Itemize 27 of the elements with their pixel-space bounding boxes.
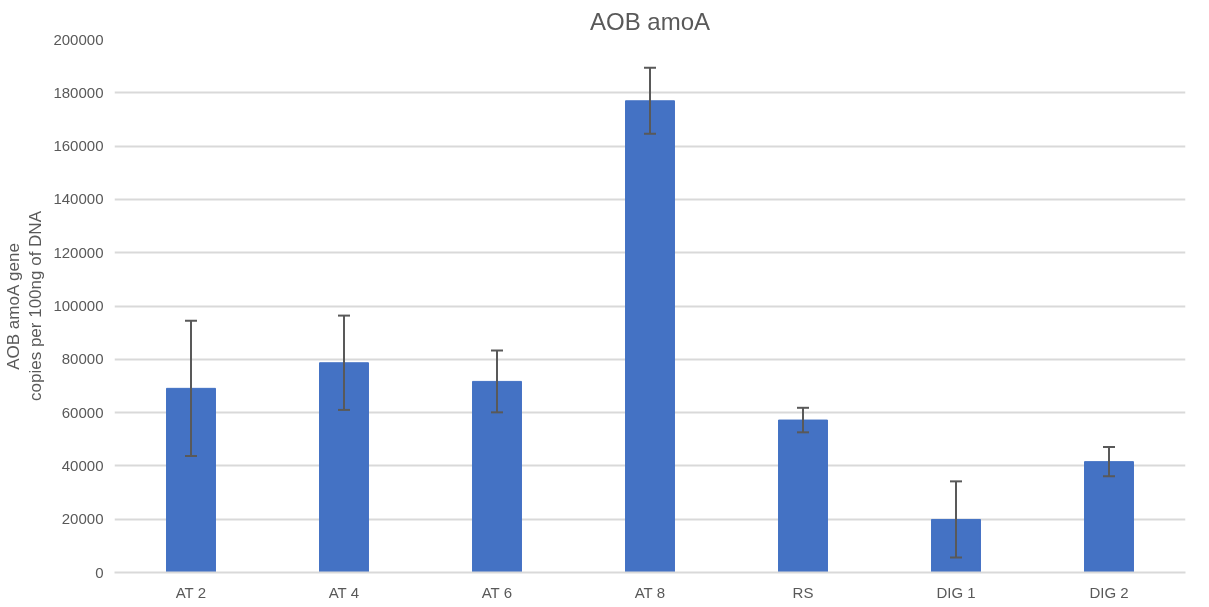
bar (472, 380, 522, 573)
x-tick-label: RS (792, 583, 814, 601)
y-tick-label: 40000 (61, 456, 104, 474)
y-tick-label: 180000 (53, 83, 104, 101)
bar (931, 518, 981, 573)
chart-title: AOB amoA (589, 7, 711, 35)
bar (778, 419, 828, 573)
bar (625, 100, 675, 573)
y-tick-label: 140000 (53, 190, 104, 208)
x-tick-label: AT 6 (481, 583, 513, 601)
y-tick-label: 20000 (61, 510, 104, 528)
y-tick-label: 80000 (61, 350, 104, 368)
y-tick-label: 100000 (53, 297, 104, 314)
x-tick-label: DIG 2 (1089, 583, 1129, 601)
x-tick-label: DIG 1 (936, 583, 976, 601)
bar (319, 362, 369, 573)
bar (166, 387, 216, 573)
y-tick-label: 60000 (61, 403, 104, 421)
x-tick-label: AT 8 (634, 583, 666, 601)
bar (1084, 461, 1134, 573)
y-tick-label: 200000 (53, 30, 104, 48)
x-tick-label: AT 2 (175, 583, 207, 601)
y-tick-label: 160000 (53, 137, 104, 155)
y-axis-title: AOB amoA gene copies per 100ng of DNA (3, 210, 46, 401)
y-tick-label: 0 (95, 563, 104, 581)
y-tick-label: 120000 (53, 243, 104, 261)
x-tick-label: AT 4 (328, 583, 360, 601)
